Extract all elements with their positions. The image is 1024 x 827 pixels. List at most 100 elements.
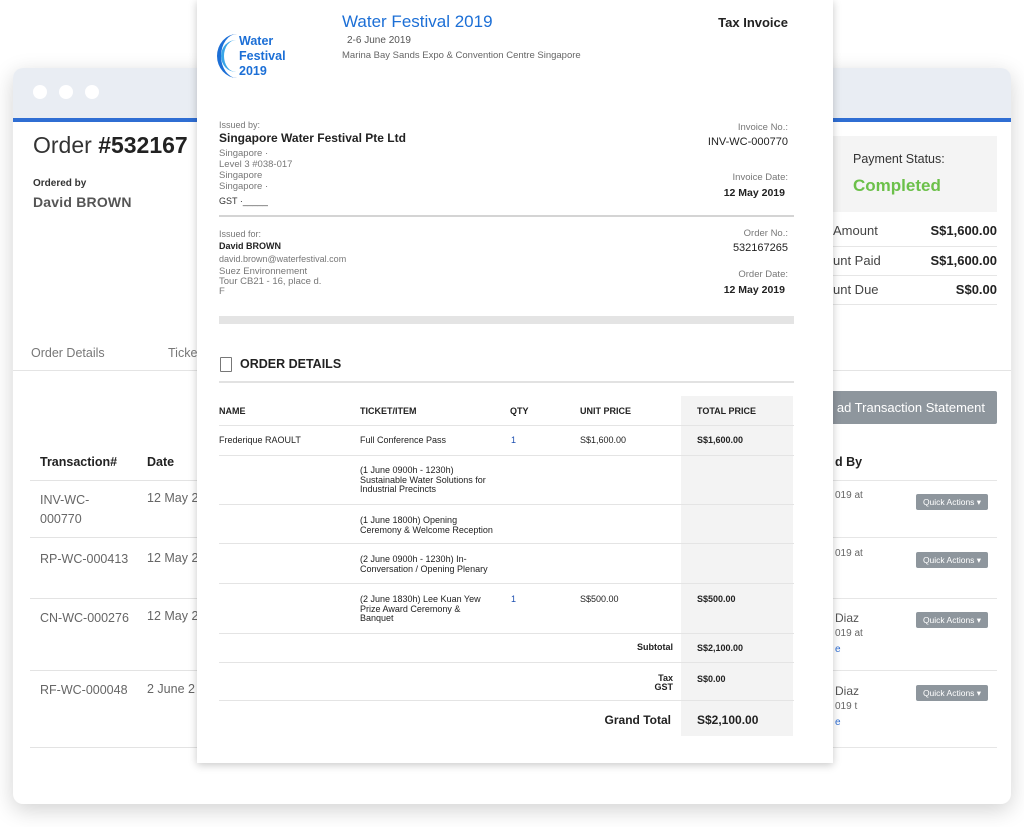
download-statement-button[interactable]: ad Transaction Statement — [831, 391, 997, 424]
col-header-by: d By — [835, 455, 863, 469]
quick-actions-button[interactable]: Quick Actions ▾ — [916, 494, 988, 510]
transaction-by-link[interactable]: e — [835, 644, 841, 655]
transaction-by-link[interactable]: e — [835, 717, 841, 728]
table-divider — [219, 455, 794, 456]
row-divider — [833, 670, 997, 671]
transaction-id[interactable]: INV-WC-000770 — [40, 493, 90, 526]
amount-due-label: unt Due — [833, 282, 879, 297]
item-ticket-line: (2 June 0900h - 1230h) In- — [360, 554, 467, 564]
document-type: Tax Invoice — [718, 15, 788, 30]
transaction-by: Diaz 019 at e — [835, 610, 863, 658]
transaction-id[interactable]: CN-WC-000276 — [40, 611, 129, 625]
grand-total-label: Grand Total — [604, 713, 671, 727]
item-total-price: S$500.00 — [697, 594, 736, 604]
item-ticket-line: Prize Award Ceremony & — [360, 603, 461, 614]
tax-value: S$0.00 — [697, 674, 726, 684]
grand-total-value: S$2,100.00 — [697, 713, 759, 727]
item-ticket: (2 June 1830h) Lee Kuan Yew Prize Award … — [360, 594, 481, 624]
item-name: Frederique RAOULT — [219, 435, 301, 445]
col-header-unit-price: UNIT PRICE — [580, 406, 632, 416]
document-icon — [220, 357, 232, 372]
item-ticket-line: Sustainable Water Solutions for — [360, 474, 486, 485]
col-header-transaction: Transaction# — [40, 455, 118, 469]
order-date: 12 May 2019 — [723, 284, 785, 296]
row-divider — [30, 747, 210, 748]
transaction-by-date: 019 at — [835, 548, 863, 559]
table-divider — [219, 425, 794, 426]
event-logo: Water Festival 2019 — [217, 32, 307, 80]
row-divider — [833, 747, 997, 748]
buyer-email: david.brown@waterfestival.com — [219, 254, 347, 264]
transaction-by-name: Diaz — [835, 684, 860, 698]
window-close-dot[interactable] — [33, 85, 47, 99]
transaction-id[interactable]: RF-WC-000048 — [40, 683, 128, 697]
address-line: Singapore · — [219, 181, 269, 192]
address-line: Suez Environnement — [219, 266, 308, 277]
invoice-no-label: Invoice No.: — [737, 122, 788, 133]
table-divider — [219, 633, 794, 634]
section-divider — [219, 381, 794, 383]
window-maximize-dot[interactable] — [85, 85, 99, 99]
event-dates: 2-6 June 2019 — [347, 35, 411, 46]
transaction-date: 12 May 2 — [147, 609, 199, 623]
tax-label: Tax GST — [654, 674, 673, 692]
amount-paid-label: unt Paid — [833, 253, 881, 268]
ordered-by-label: Ordered by — [33, 178, 87, 189]
order-no-label: Order No.: — [743, 228, 788, 239]
item-ticket-line: Banquet — [360, 613, 394, 623]
quick-actions-button[interactable]: Quick Actions ▾ — [916, 612, 988, 628]
subtotal-label: Subtotal — [637, 642, 673, 652]
transaction-date: 2 June 2 — [147, 682, 195, 696]
logo-swirl — [217, 34, 257, 78]
amount-value: S$1,600.00 — [930, 223, 997, 238]
address-line: F — [219, 286, 225, 297]
logo-swirl-inner — [221, 40, 251, 72]
transaction-by-date: 019 t — [835, 701, 858, 712]
payment-status-label: Payment Status: — [853, 152, 945, 166]
invoice-no: INV-WC-000770 — [707, 136, 788, 148]
logo-text: Water — [239, 34, 274, 48]
gst-number: GST ·_____ — [219, 196, 268, 206]
item-ticket-line: Ceremony & Welcome Reception — [360, 524, 493, 535]
transaction-date: 12 May 2 — [147, 551, 199, 565]
tab-tickets[interactable]: Ticke — [168, 346, 198, 360]
item-ticket-line: (2 June 1830h) Lee Kuan Yew — [360, 594, 481, 604]
section-divider — [219, 215, 794, 217]
table-divider — [219, 700, 794, 701]
invoice-date: 12 May 2019 — [723, 187, 785, 199]
item-ticket-line: Full Conference Pass — [360, 435, 447, 445]
address-line: Tour CB21 - 16, place d. — [219, 276, 322, 287]
quick-actions-button[interactable]: Quick Actions ▾ — [916, 552, 988, 568]
row-divider — [833, 480, 997, 481]
transaction-by: 019 at — [835, 546, 863, 562]
amount-paid-row: unt Paid S$1,600.00 — [833, 246, 997, 275]
order-date-label: Order Date: — [738, 269, 788, 280]
item-total-price: S$1,600.00 — [697, 435, 744, 445]
amount-due-value: S$0.00 — [955, 282, 997, 297]
col-header-ticket: TICKET/ITEM — [360, 406, 417, 416]
transaction-by-date: 019 at — [835, 490, 863, 501]
row-divider — [30, 670, 210, 671]
buyer-name: David BROWN — [219, 241, 282, 251]
amount-paid-value: S$1,600.00 — [930, 253, 997, 268]
amount-due-row: unt Due S$0.00 — [833, 275, 997, 304]
item-qty: 1 — [511, 594, 517, 604]
issuer-name: Singapore Water Festival Pte Ltd — [219, 131, 406, 145]
transaction-id[interactable]: RP-WC-000413 — [40, 552, 129, 566]
order-details-title: ORDER DETAILS — [240, 357, 342, 371]
order-no: 532167265 — [732, 242, 788, 254]
window-minimize-dot[interactable] — [59, 85, 73, 99]
tax-label-line: GST — [654, 682, 673, 692]
table-divider — [219, 662, 794, 663]
col-header-total-price: TOTAL PRICE — [697, 406, 757, 416]
col-header-name: NAME — [219, 406, 246, 416]
amount-divider — [833, 304, 997, 305]
address-line: Singapore — [219, 170, 263, 181]
row-divider — [30, 480, 210, 481]
tax-label-line: Tax — [658, 673, 673, 683]
tab-order-details[interactable]: Order Details — [31, 346, 105, 360]
total-column-bg — [681, 396, 793, 736]
item-qty: 1 — [511, 435, 517, 445]
quick-actions-button[interactable]: Quick Actions ▾ — [916, 685, 988, 701]
